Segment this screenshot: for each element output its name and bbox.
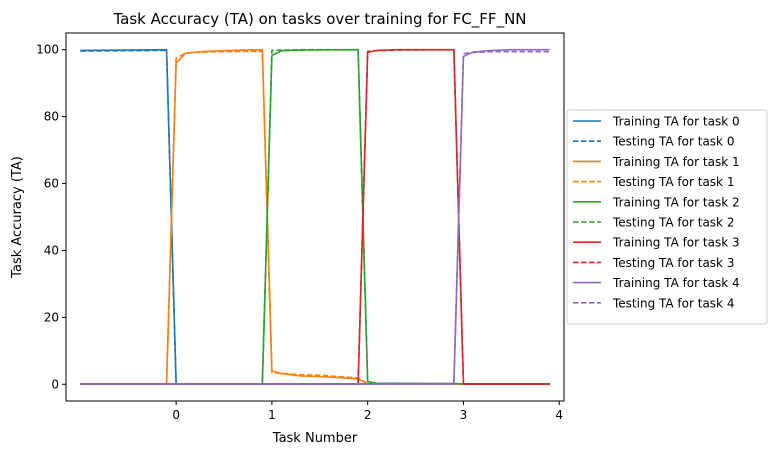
series-line-training-ta-for-task-1 <box>80 48 550 385</box>
legend-label: Testing TA for task 4 <box>612 296 734 310</box>
x-tick-label: 3 <box>460 408 468 422</box>
legend: Training TA for task 0 Testing TA for tas… <box>566 109 768 325</box>
x-tick-label: 1 <box>268 408 276 422</box>
legend-label: Training TA for task 3 <box>612 236 740 250</box>
series-line-testing-ta-for-task-3 <box>80 48 550 385</box>
plot-frame <box>65 32 565 402</box>
legend-label: Training TA for task 2 <box>612 195 740 209</box>
y-tick-label: 0 <box>51 377 59 391</box>
y-tick-label: 80 <box>44 110 59 124</box>
legend-label: Training TA for task 1 <box>612 155 740 169</box>
legend-label: Training TA for task 0 <box>612 115 740 129</box>
y-axis-label: Task Accuracy (TA) <box>10 156 25 279</box>
legend-label: Testing TA for task 3 <box>612 256 734 270</box>
series-layer <box>80 48 550 385</box>
series-line-training-ta-for-task-0 <box>80 48 550 385</box>
x-tick-label: 4 <box>555 408 563 422</box>
series-line-training-ta-for-task-4 <box>80 48 550 385</box>
y-tick-label: 20 <box>44 310 59 324</box>
legend-label: Testing TA for task 1 <box>612 175 734 189</box>
legend-label: Training TA for task 4 <box>612 276 740 290</box>
series-line-training-ta-for-task-3 <box>80 48 550 385</box>
legend-label: Testing TA for task 0 <box>612 135 734 149</box>
series-line-training-ta-for-task-2 <box>80 48 550 385</box>
y-tick-label: 100 <box>36 43 59 57</box>
series-line-testing-ta-for-task-0 <box>80 49 550 385</box>
series-line-testing-ta-for-task-1 <box>80 50 550 385</box>
series-line-testing-ta-for-task-4 <box>80 50 550 385</box>
x-tick-label: 2 <box>364 408 372 422</box>
chart-title: Task Accuracy (TA) on tasks over trainin… <box>112 10 526 29</box>
x-axis-label: Task Number <box>272 431 358 446</box>
legend-label: Testing TA for task 2 <box>612 216 734 230</box>
y-tick-label: 40 <box>44 243 59 257</box>
series-line-testing-ta-for-task-2 <box>80 48 550 385</box>
x-tick-label: 0 <box>172 408 180 422</box>
y-tick-label: 60 <box>44 177 59 191</box>
legend-frame <box>566 109 768 325</box>
